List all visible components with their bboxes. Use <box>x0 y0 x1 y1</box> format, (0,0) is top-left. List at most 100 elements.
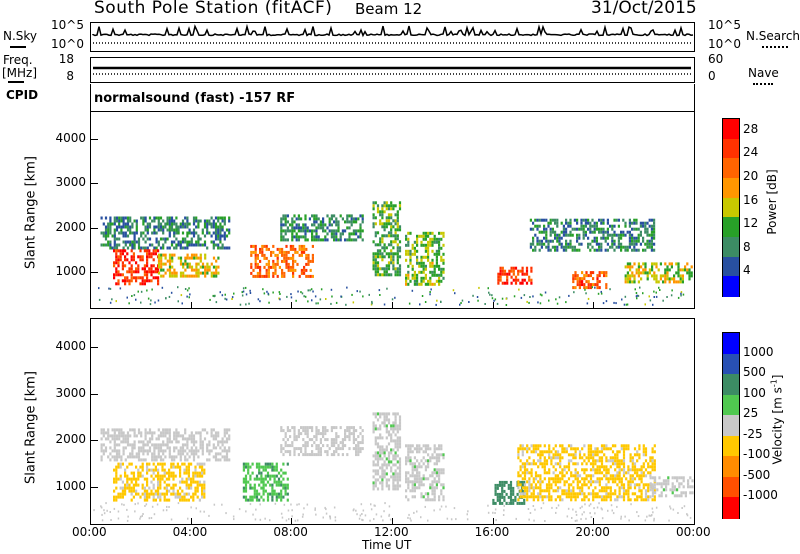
power-colorbar-swatch <box>723 237 739 258</box>
x-tick-mark <box>392 518 393 525</box>
velocity-colorbar-swatch <box>723 394 739 417</box>
velocity-colorbar <box>722 332 740 519</box>
power-colorbar-tick: 4 <box>743 263 751 278</box>
freq-unit: [MHz] <box>2 66 38 80</box>
x-tick-mark <box>90 518 91 525</box>
x-tick-label: 04:00 <box>172 525 208 539</box>
x-tick-label: 12:00 <box>374 525 409 539</box>
power-colorbar-tick: 16 <box>743 192 759 207</box>
x-tick-mark <box>190 302 192 309</box>
velocity-panel <box>90 318 695 525</box>
velocity-heatmap <box>93 412 694 522</box>
nave-tick-low: 0 <box>708 69 716 83</box>
velocity-ytick-mark <box>90 393 98 395</box>
velocity-ytick: 3000 <box>55 385 86 400</box>
nave-tick-high: 60 <box>708 52 724 66</box>
x-tick-label: 20:00 <box>575 525 610 539</box>
freq-trace <box>93 66 691 75</box>
velocity-region <box>113 462 206 502</box>
power-colorbar-swatch <box>723 197 739 219</box>
power-speckle <box>98 286 685 306</box>
power-colorbar-swatch <box>723 158 739 179</box>
nsky-line-icon <box>10 46 26 48</box>
power-colorbar-tick: 28 <box>743 121 759 136</box>
velocity-region <box>372 412 402 491</box>
freq-tick-high: 18 <box>58 52 74 66</box>
x-tick-mark <box>593 518 595 525</box>
velocity-colorbar-swatch <box>723 353 739 376</box>
velocity-colorbar-tick: 500 <box>743 365 766 380</box>
power-colorbar-tick: 8 <box>743 239 751 254</box>
power-colorbar-label: Power [dB] <box>765 169 779 235</box>
cpid-label: CPID <box>6 88 39 102</box>
velocity-colorbar-tick: -25 <box>743 426 763 441</box>
velocity-speckle <box>93 502 692 522</box>
velocity-ytick-mark <box>90 440 98 442</box>
velocity-colorbar-swatch <box>723 497 739 519</box>
power-ytick: 2000 <box>55 219 86 234</box>
x-tick-label: 08:00 <box>273 525 308 539</box>
power-ytick: 4000 <box>55 130 86 145</box>
power-colorbar-tick: 20 <box>743 169 759 183</box>
freq-label: Freq. <box>3 53 33 67</box>
power-ytick-mark <box>90 227 98 229</box>
velocity-region <box>242 462 289 502</box>
velocity-region <box>100 428 231 462</box>
freq-line-icon <box>8 81 24 83</box>
power-colorbar-swatch <box>723 178 739 199</box>
x-tick-mark <box>694 518 695 525</box>
nsearch-label: N.Search <box>746 29 800 43</box>
x-tick-label: 16:00 <box>474 525 510 539</box>
x-axis-label: Time UT <box>362 538 412 552</box>
velocity-region <box>280 426 364 457</box>
power-colorbar-swatch <box>723 217 739 238</box>
velocity-colorbar-swatch <box>723 415 739 437</box>
x-tick-mark <box>593 302 595 309</box>
power-region <box>157 253 220 278</box>
cpid-divider-right <box>694 84 695 111</box>
power-ytick: 3000 <box>55 175 86 190</box>
x-tick-label: 00:00 <box>72 525 107 539</box>
velocity-ytick-mark <box>90 346 98 348</box>
power-region <box>100 216 231 250</box>
power-region <box>572 271 608 290</box>
power-heatmap <box>98 201 693 306</box>
x-tick-mark <box>492 518 494 525</box>
power-region <box>372 201 402 277</box>
x-tick-mark <box>291 518 293 525</box>
velocity-colorbar-swatch <box>723 374 739 396</box>
nsky-tick-low: 10^0 <box>51 37 84 51</box>
velocity-ylabel: Slant Range [km] <box>23 371 39 484</box>
x-tick-mark <box>90 302 91 309</box>
power-ytick-mark <box>90 183 98 185</box>
nsearch-tick-high: 10^5 <box>708 18 741 32</box>
velocity-region <box>405 444 445 502</box>
freq-panel <box>90 57 695 83</box>
nave-dotted-icon <box>753 83 773 85</box>
cpid-text: normalsound (fast) -157 RF <box>94 91 296 106</box>
power-colorbar-swatch <box>723 119 739 140</box>
power-region <box>529 218 656 252</box>
x-tick-mark <box>291 302 293 309</box>
velocity-region <box>649 476 694 498</box>
beam-label: Beam 12 <box>355 0 423 18</box>
power-colorbar-swatch <box>723 276 739 297</box>
x-tick-label: 00:00 <box>676 525 711 539</box>
nsky-panel <box>90 22 695 52</box>
nsearch-tick-low: 10^0 <box>708 37 741 51</box>
power-region <box>113 249 160 286</box>
power-panel <box>90 111 695 309</box>
nsearch-dotted-icon <box>762 46 788 48</box>
velocity-colorbar-label: Velocity [m s-1] <box>769 374 785 465</box>
station-title: South Pole Station (fitACF) <box>94 0 333 18</box>
nsky-label: N.Sky <box>3 29 38 43</box>
velocity-colorbar-swatch <box>723 333 739 355</box>
velocity-colorbar-tick: 100 <box>743 385 766 400</box>
velocity-colorbar-swatch <box>723 476 739 499</box>
power-ytick-mark <box>90 138 98 140</box>
power-colorbar-tick: 12 <box>743 216 759 231</box>
nsky-trace <box>92 23 694 44</box>
power-region <box>250 244 314 278</box>
power-colorbar <box>722 118 740 297</box>
nsky-tick-high: 10^5 <box>51 18 84 32</box>
